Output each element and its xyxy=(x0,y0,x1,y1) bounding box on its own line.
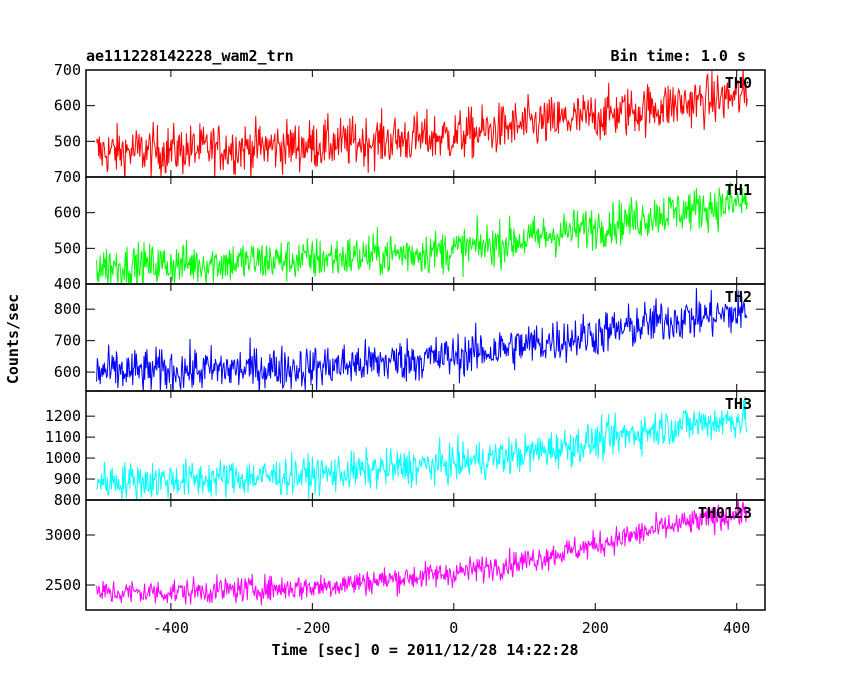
series-label-th1: TH1 xyxy=(725,181,752,199)
panel-th2: 600 700 800 TH2 xyxy=(54,283,766,392)
y-tick-label: 800 xyxy=(54,491,81,509)
series-line-th0 xyxy=(96,70,748,177)
panel-th0: 500 600 700 TH0 xyxy=(54,61,766,178)
bin-time-label: Bin time: 1.0 s xyxy=(611,47,746,65)
obs-id-title: ae111228142228_wam2_trn xyxy=(86,47,294,65)
panel-th1: 400 500 600 700 TH1 xyxy=(54,168,766,293)
y-tick-label: 500 xyxy=(54,239,81,257)
y-axis-label: Counts/sec xyxy=(4,294,22,384)
panel-th3: 800 900 1000 1100 1200 TH3 xyxy=(45,390,766,509)
series-line-th0123 xyxy=(96,500,748,606)
series-label-th3: TH3 xyxy=(725,395,752,413)
x-tick-label: 200 xyxy=(582,619,609,637)
panel-th0123: 2500 3000 TH0123 xyxy=(45,499,766,611)
y-tick-label: 1000 xyxy=(45,449,81,467)
y-tick-label: 900 xyxy=(54,470,81,488)
series-label-th0: TH0 xyxy=(725,74,752,92)
x-tick-label: 400 xyxy=(723,619,750,637)
series-line-th3 xyxy=(96,396,748,500)
x-tick-label: -400 xyxy=(153,619,189,637)
y-tick-label: 600 xyxy=(54,97,81,115)
y-tick-label: 700 xyxy=(54,332,81,350)
series-line-th1 xyxy=(96,182,748,284)
y-tick-label: 600 xyxy=(54,363,81,381)
y-tick-label: 600 xyxy=(54,204,81,222)
y-tick-label: 1100 xyxy=(45,428,81,446)
y-tick-label: 3000 xyxy=(45,526,81,544)
x-axis-ticks: -400 -200 0 200 400 xyxy=(153,619,750,637)
y-tick-label: 400 xyxy=(54,275,81,293)
panel-frame xyxy=(85,499,766,611)
x-tick-label: -200 xyxy=(294,619,330,637)
panel-frame xyxy=(85,69,766,178)
panels-group: 500 600 700 TH0 400 500 600 700 TH1 600 700 800 TH2 8… xyxy=(45,61,766,611)
y-tick-label: 700 xyxy=(54,61,81,79)
y-tick-label: 2500 xyxy=(45,576,81,594)
x-axis-label: Time [sec] 0 = 2011/12/28 14:22:28 xyxy=(271,641,578,659)
series-label-th0123: TH0123 xyxy=(698,504,752,522)
y-tick-label: 700 xyxy=(54,168,81,186)
x-tick-label: 0 xyxy=(449,619,458,637)
y-tick-label: 1200 xyxy=(45,407,81,425)
series-label-th2: TH2 xyxy=(725,288,752,306)
series-line-th2 xyxy=(96,288,748,391)
y-tick-label: 500 xyxy=(54,132,81,150)
y-tick-label: 800 xyxy=(54,300,81,318)
